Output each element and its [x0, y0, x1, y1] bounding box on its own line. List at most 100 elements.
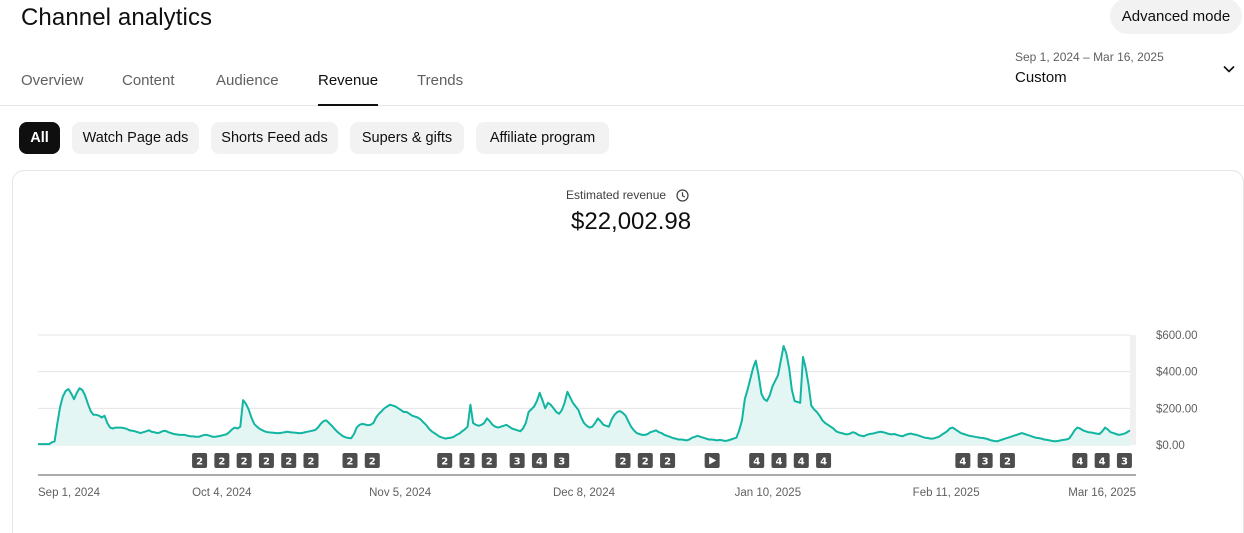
metric-value: $22,002.98	[571, 208, 692, 235]
event-marker-box	[258, 453, 274, 468]
date-range-label: Sep 1, 2024 – Mar 16, 2025	[1015, 50, 1164, 64]
event-marker[interactable]: 4	[749, 453, 765, 468]
event-marker-count: 4	[536, 457, 543, 468]
tab-overview[interactable]: Overview	[21, 72, 84, 89]
event-marker-count: 2	[196, 457, 203, 468]
event-marker[interactable]: 2	[342, 453, 358, 468]
event-marker-box	[660, 453, 676, 468]
event-marker[interactable]: 2	[192, 453, 208, 468]
event-marker-box	[816, 453, 832, 468]
event-marker-count: 2	[285, 457, 292, 468]
event-marker[interactable]	[704, 453, 720, 468]
chip-supers-gifts[interactable]: Supers & gifts	[350, 122, 464, 154]
tab-audience[interactable]: Audience	[216, 72, 279, 89]
event-marker-count: 3	[982, 457, 989, 468]
chip-affiliate-program[interactable]: Affiliate program	[476, 122, 609, 154]
x-tick-label: Jan 10, 2025	[735, 487, 802, 499]
event-marker-count: 2	[664, 457, 671, 468]
tab-content[interactable]: Content	[122, 72, 175, 89]
event-marker-box	[459, 453, 475, 468]
x-tick-label: Oct 4, 2024	[192, 487, 252, 499]
chip-watch-page-ads[interactable]: Watch Page ads	[72, 122, 199, 154]
chevron-down-icon[interactable]	[1222, 62, 1236, 76]
x-axis-ticks: Sep 1, 2024 Oct 4, 2024 Nov 5, 2024 Dec 8, …	[38, 487, 1136, 499]
event-marker-box	[236, 453, 252, 468]
event-marker[interactable]: 3	[977, 453, 993, 468]
revenue-area	[38, 346, 1130, 445]
event-marker-box	[509, 453, 525, 468]
event-marker[interactable]: 2	[364, 453, 380, 468]
event-marker-box	[1116, 453, 1132, 468]
event-marker[interactable]: 4	[793, 453, 809, 468]
event-marker-box	[749, 453, 765, 468]
date-range-picker[interactable]: Sep 1, 2024 – Mar 16, 2025 Custom	[1015, 50, 1164, 86]
event-marker[interactable]: 3	[509, 453, 525, 468]
event-marker-count: 2	[464, 457, 471, 468]
event-marker-count: 2	[441, 457, 448, 468]
event-marker[interactable]: 2	[437, 453, 453, 468]
event-marker-count: 2	[1004, 457, 1011, 468]
event-marker[interactable]: 2	[459, 453, 475, 468]
event-marker-box	[637, 453, 653, 468]
event-marker-count: 3	[514, 457, 521, 468]
event-marker[interactable]: 4	[1094, 453, 1110, 468]
event-marker[interactable]: 2	[999, 453, 1015, 468]
event-marker[interactable]: 2	[637, 453, 653, 468]
event-marker-box	[999, 453, 1015, 468]
event-marker[interactable]: 4	[1072, 453, 1088, 468]
x-tick-label: Feb 11, 2025	[913, 487, 980, 499]
event-marker-box	[554, 453, 570, 468]
event-marker[interactable]: 2	[281, 453, 297, 468]
metric-label: Estimated revenue	[566, 188, 667, 202]
event-marker-box	[955, 453, 971, 468]
event-marker-box	[342, 453, 358, 468]
event-marker[interactable]: 4	[531, 453, 547, 468]
event-marker[interactable]: 4	[771, 453, 787, 468]
event-marker-count: 2	[620, 457, 627, 468]
event-marker[interactable]: 2	[615, 453, 631, 468]
clock-icon[interactable]	[676, 189, 689, 202]
advanced-mode-button[interactable]: Advanced mode	[1110, 0, 1242, 34]
event-marker-box	[1072, 453, 1088, 468]
y-axis-ticks: $600.00 $400.00 $200.00 $0.00	[1156, 330, 1198, 452]
event-marker[interactable]: 4	[955, 453, 971, 468]
event-marker-count: 4	[820, 457, 827, 468]
x-tick-label: Nov 5, 2024	[369, 487, 432, 499]
y-tick-label: $600.00	[1156, 330, 1198, 342]
event-marker-count: 2	[642, 457, 649, 468]
x-tick-label: Sep 1, 2024	[38, 487, 101, 499]
date-preset-label: Custom	[1015, 69, 1067, 86]
event-marker[interactable]: 2	[660, 453, 676, 468]
event-marker-count: 2	[263, 457, 270, 468]
event-marker-count: 2	[347, 457, 354, 468]
play-icon	[709, 456, 717, 465]
tab-revenue[interactable]: Revenue	[318, 72, 379, 106]
chip-all[interactable]: All	[19, 122, 60, 154]
event-marker-count: 4	[753, 457, 760, 468]
event-marker-box	[303, 453, 319, 468]
event-marker[interactable]: 3	[554, 453, 570, 468]
event-marker-box	[531, 453, 547, 468]
x-tick-label: Dec 8, 2024	[553, 487, 616, 499]
event-marker-count: 3	[1121, 457, 1128, 468]
y-tick-label: $200.00	[1156, 403, 1198, 415]
event-marker[interactable]: 2	[481, 453, 497, 468]
event-marker[interactable]: 3	[1116, 453, 1132, 468]
page-title: Channel analytics	[21, 4, 213, 31]
event-marker-count: 4	[1099, 457, 1106, 468]
revenue-chart: $600.00 $400.00 $200.00 $0.00 2 2 2 2 2 2 2 2 2 2 2 3 4…	[38, 330, 1198, 499]
event-marker-box	[771, 453, 787, 468]
event-marker-count: 3	[558, 457, 565, 468]
event-marker-box	[1094, 453, 1110, 468]
event-marker[interactable]: 4	[816, 453, 832, 468]
tab-trends[interactable]: Trends	[417, 72, 464, 89]
chip-shorts-feed-ads[interactable]: Shorts Feed ads	[211, 122, 338, 154]
event-marker[interactable]: 2	[303, 453, 319, 468]
event-marker[interactable]: 2	[236, 453, 252, 468]
event-marker[interactable]: 2	[214, 453, 230, 468]
chart-right-band	[1130, 335, 1136, 445]
event-marker[interactable]: 2	[258, 453, 274, 468]
event-marker-count: 2	[218, 457, 225, 468]
event-marker-box	[281, 453, 297, 468]
event-marker-count: 4	[1076, 457, 1083, 468]
